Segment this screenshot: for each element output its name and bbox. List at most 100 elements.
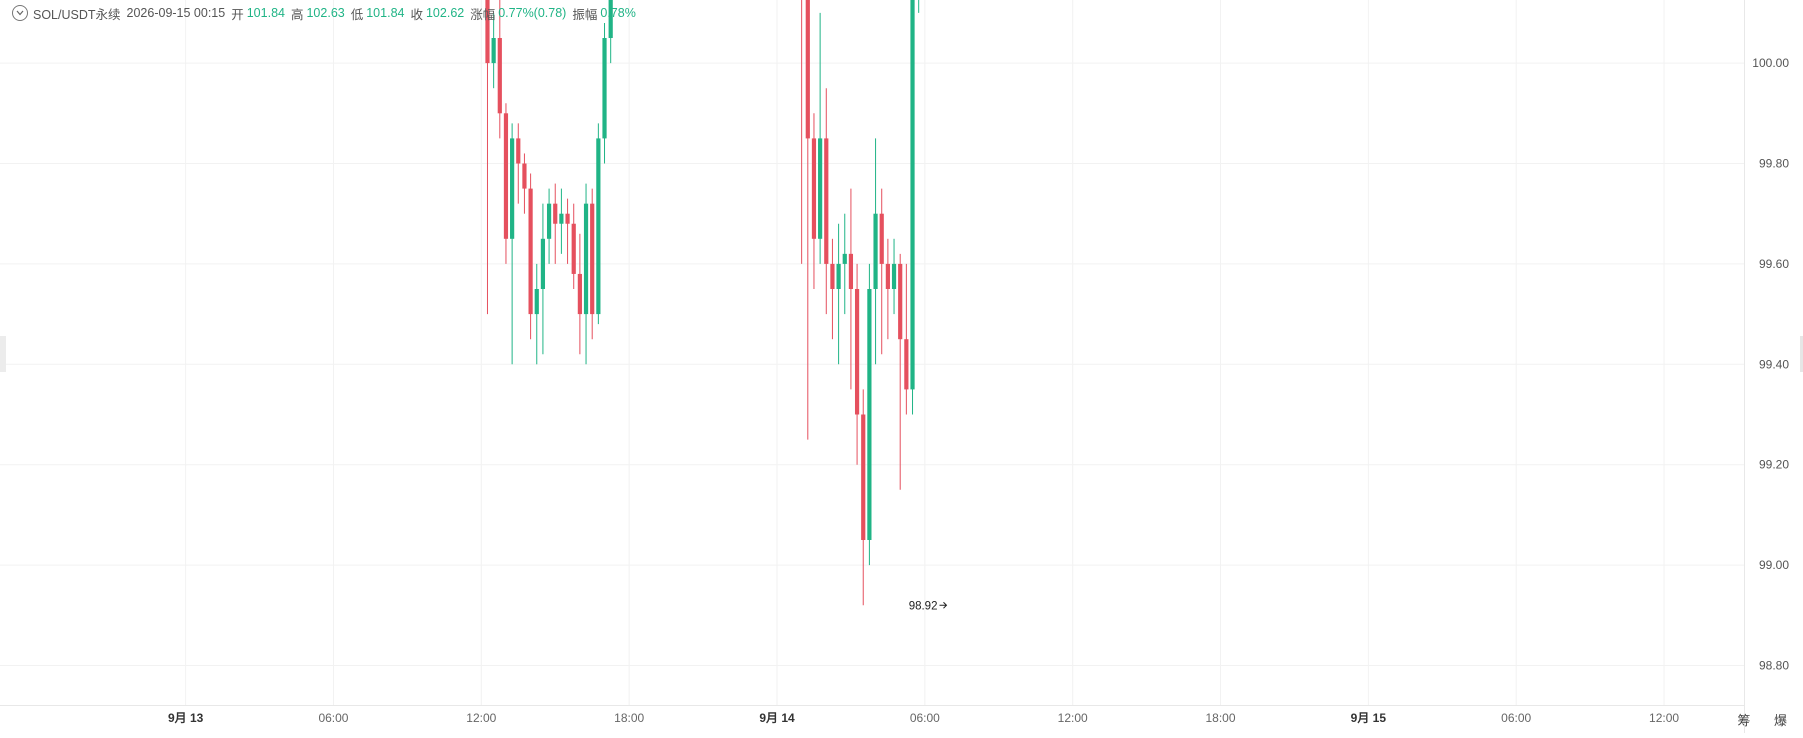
- candle-body: [528, 188, 533, 315]
- candle: [842, 213, 847, 315]
- high-value: 102.63: [306, 6, 345, 20]
- candle: [867, 263, 872, 566]
- candle-body: [885, 263, 890, 289]
- candle: [879, 188, 884, 355]
- candle: [818, 12, 823, 264]
- amplitude-value: 0.78%: [600, 6, 636, 20]
- candle: [861, 389, 866, 606]
- candle: [885, 238, 890, 340]
- chevron-down-icon[interactable]: [12, 5, 28, 21]
- candle: [540, 203, 546, 355]
- x-tick-label: 06:00: [910, 711, 940, 725]
- candle: [565, 198, 570, 264]
- x-tick-label: 06:00: [318, 711, 348, 725]
- candle-body: [867, 289, 872, 540]
- candle-body: [540, 238, 546, 289]
- candle-body: [522, 163, 527, 189]
- candle-body: [818, 138, 823, 239]
- low-arrow-icon: [939, 601, 948, 609]
- candle: [571, 203, 576, 289]
- x-tick-label: 12:00: [466, 711, 496, 725]
- time-axis: 9月 13 06:00 12:00 18:00 9月 14 06:00 12:00 18:00…: [168, 711, 1679, 725]
- x-tick-label: 9月 15: [1351, 711, 1387, 725]
- y-tick-label: 100.00: [1752, 56, 1789, 70]
- candle-body: [608, 0, 613, 38]
- candle-body: [861, 414, 866, 540]
- grid-lines: [0, 0, 1745, 733]
- candle-body: [910, 0, 915, 390]
- candle: [534, 263, 539, 365]
- amplitude-label: 振幅: [572, 7, 598, 22]
- candle: [854, 263, 860, 465]
- x-tick-label: 9月 13: [168, 711, 204, 725]
- candle-body: [848, 253, 854, 289]
- candle-body: [842, 253, 847, 264]
- candle: [824, 88, 829, 315]
- candle-body: [583, 203, 589, 315]
- candle-body: [830, 263, 835, 289]
- candle: [836, 223, 841, 365]
- candle: [522, 153, 527, 214]
- candle-body: [534, 289, 539, 315]
- candle-body: [503, 113, 509, 239]
- candle-body: [497, 38, 502, 114]
- candle-body: [546, 203, 552, 239]
- ohlc-header: SOL/USDT永续 2026-09-15 00:15 开 101.84 高 1…: [12, 4, 636, 22]
- bar-datetime: 2026-09-15 00:15: [126, 6, 226, 20]
- candle: [485, 0, 490, 315]
- candle: [910, 0, 915, 415]
- candle: [491, 12, 496, 89]
- candle: [873, 138, 878, 365]
- candle-body: [904, 339, 909, 390]
- candle: [805, 0, 810, 440]
- candle: [608, 0, 613, 64]
- low-value: 101.84: [366, 6, 405, 20]
- x-tick-label: 12:00: [1649, 711, 1679, 725]
- candle: [904, 263, 909, 415]
- candle-body: [836, 263, 841, 289]
- x-tick-label: 9月 14: [759, 711, 795, 725]
- candle-body: [602, 38, 607, 139]
- candle: [848, 188, 854, 390]
- open-label: 开: [231, 7, 244, 22]
- candle-body: [811, 138, 817, 239]
- candle-body: [485, 0, 490, 64]
- candle: [583, 183, 589, 365]
- y-tick-label: 99.20: [1759, 458, 1789, 472]
- candles: [485, 0, 920, 606]
- x-tick-label: 12:00: [1058, 711, 1088, 725]
- right-panel-handle[interactable]: [1800, 336, 1803, 372]
- candle-body: [879, 213, 884, 264]
- y-tick-label: 99.60: [1759, 257, 1789, 271]
- symbol-name[interactable]: SOL/USDT永续: [33, 7, 121, 22]
- x-tick-label: 18:00: [614, 711, 644, 725]
- candle: [497, 0, 502, 139]
- candle-body: [559, 213, 564, 224]
- price-axis: 102.80102.60102.40102.20102.00101.80101.…: [1752, 56, 1789, 673]
- low-price-marker: 98.92: [909, 600, 938, 612]
- low-label: 低: [350, 7, 364, 22]
- candle: [801, 0, 803, 264]
- candle: [528, 173, 533, 340]
- close-value: 102.62: [425, 6, 465, 20]
- candle-body: [805, 0, 810, 139]
- candle: [559, 188, 564, 254]
- x-tick-label: 06:00: [1501, 711, 1531, 725]
- candle: [918, 0, 920, 13]
- candle-body: [854, 289, 860, 415]
- candle-body: [510, 138, 515, 239]
- candle: [590, 188, 595, 340]
- candle-body: [565, 213, 570, 224]
- candle-body: [571, 223, 576, 274]
- candle: [510, 123, 515, 365]
- y-tick-label: 98.80: [1759, 659, 1789, 673]
- y-tick-label: 99.80: [1759, 157, 1789, 171]
- left-panel-handle[interactable]: [0, 336, 6, 372]
- candle-body: [577, 273, 582, 315]
- y-tick-label: 99.00: [1759, 558, 1789, 572]
- candle-body: [891, 263, 897, 289]
- side-tabs[interactable]: 筹 爆: [1737, 713, 1797, 728]
- candle: [596, 123, 601, 325]
